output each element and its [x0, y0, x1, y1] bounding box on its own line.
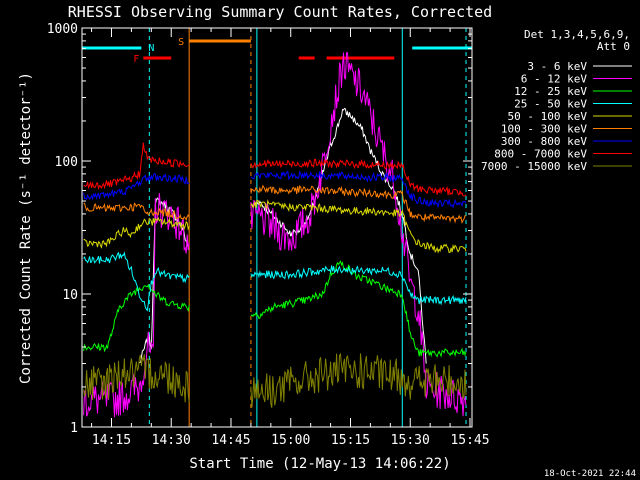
legend-item-label: 12 - 25 keV — [514, 85, 587, 98]
night-flag-label: N — [148, 43, 154, 54]
y-tick-label: 1000 — [47, 22, 78, 37]
series-line — [83, 184, 467, 224]
legend-item-label: 300 - 800 keV — [501, 135, 587, 148]
y-tick-label: 100 — [55, 155, 78, 170]
legend-header-line-2: Att 0 — [597, 40, 630, 53]
series-line — [83, 353, 467, 408]
series-line — [83, 251, 467, 312]
series-line — [83, 260, 467, 358]
plot-frame — [81, 27, 473, 428]
footer-date: 18-Oct-2021 22:44 — [544, 469, 636, 479]
series-line — [83, 142, 467, 197]
x-tick-label: 15:00 — [271, 433, 310, 448]
x-tick-label: 14:15 — [92, 433, 131, 448]
saa-flag-label: S — [178, 37, 184, 48]
x-tick-label: 15:15 — [331, 433, 370, 448]
legend-item-label: 6 - 12 keV — [521, 73, 588, 86]
x-tick-label: 15:30 — [391, 433, 430, 448]
x-tick-label: 14:45 — [211, 433, 250, 448]
legend-item-label: 800 - 7000 keV — [494, 148, 587, 161]
flags-layer: NF S — [82, 37, 472, 65]
series-line — [83, 170, 467, 209]
vertical-markers — [148, 28, 467, 427]
legend-item-label: 25 - 50 keV — [514, 98, 587, 111]
legend-item-label: 100 - 300 keV — [501, 123, 587, 136]
axis-ticks: 1 10 100 1000 14:15 14:30 14:45 15:00 15:15 15:30… — [47, 22, 490, 448]
legend-item-label: 7000 - 15000 keV — [481, 160, 587, 173]
x-tick-label: 15:45 — [450, 433, 489, 448]
series-layer — [83, 52, 467, 418]
series-line — [83, 52, 467, 418]
y-tick-label: 1 — [70, 421, 78, 436]
chart-title: RHESSI Observing Summary Count Rates, Co… — [68, 3, 492, 21]
flare-flag-label: F — [133, 54, 139, 65]
series-line — [83, 199, 467, 254]
legend-header-line-1: Det 1,3,4,5,6,9, — [524, 28, 630, 41]
x-axis-label: Start Time (12-May-13 14:06:22) — [189, 456, 450, 472]
y-tick-label: 10 — [62, 288, 78, 303]
legend-item-label: 50 - 100 keV — [508, 110, 588, 123]
legend-item-label: 3 - 6 keV — [527, 60, 587, 73]
x-tick-label: 14:30 — [152, 433, 191, 448]
y-axis-label: Corrected Count Rate (s⁻¹ detector⁻¹) — [18, 72, 34, 384]
